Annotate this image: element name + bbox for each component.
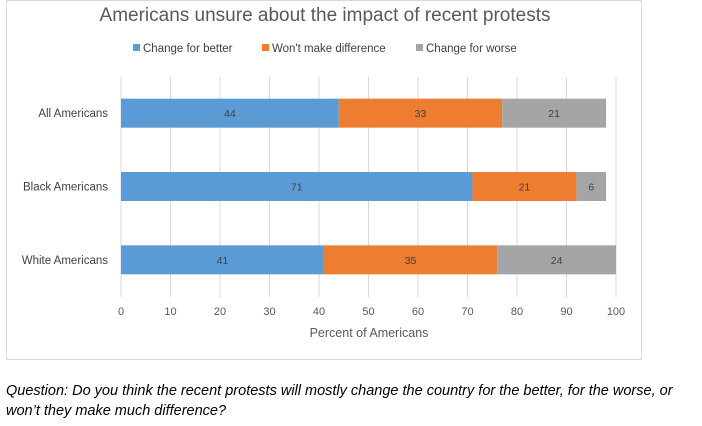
x-tick-label: 30 [263, 306, 275, 318]
bar-segment [338, 98, 503, 128]
legend: Change for better Won't make difference Ch… [133, 43, 517, 55]
legend-swatch [416, 44, 423, 51]
x-tick-label: 0 [118, 306, 124, 318]
x-tick-label: 50 [362, 306, 374, 318]
x-tick-label: 80 [511, 306, 523, 318]
bar-segment [472, 172, 577, 201]
category-label: Black Americans [23, 182, 108, 194]
data-label: 35 [405, 255, 417, 267]
category-labels: All Americans Black Americans White Americ… [22, 108, 109, 267]
bars: 44 33 21 71 21 6 41 35 24 [121, 98, 616, 275]
legend-swatch [133, 44, 140, 51]
data-label: 41 [217, 255, 229, 267]
legend-label: Won't make difference [272, 43, 386, 55]
legend-label: Change for better [143, 43, 233, 55]
x-tick-label: 40 [313, 306, 325, 318]
data-label: 6 [588, 182, 594, 194]
bar-segment [121, 245, 324, 275]
bar-segment [121, 98, 339, 128]
bar-segment [576, 172, 607, 201]
x-tick-label: 20 [214, 306, 226, 318]
legend-swatch [262, 44, 269, 51]
chart-title: Americans unsure about the impact of rec… [100, 5, 551, 26]
data-label: 21 [519, 182, 531, 194]
x-tick-labels: 0 10 20 30 40 50 60 70 80 90 100 [118, 306, 625, 318]
bar-segment [323, 245, 498, 275]
legend-label: Change for worse [426, 43, 517, 55]
x-tick-label: 10 [164, 306, 176, 318]
x-tick-label: 100 [607, 306, 625, 318]
bar-segment [121, 172, 473, 201]
category-label: All Americans [38, 108, 108, 120]
x-tick-label: 90 [560, 306, 572, 318]
chart-frame: Americans unsure about the impact of rec… [6, 0, 642, 360]
data-label: 33 [415, 108, 427, 120]
stacked-bar-chart: Americans unsure about the impact of rec… [22, 5, 625, 340]
bar-segment [497, 245, 616, 275]
category-label: White Americans [22, 255, 109, 267]
x-tick-label: 70 [461, 306, 473, 318]
x-tick-label: 60 [412, 306, 424, 318]
question-text: Question: Do you think the recent protes… [6, 383, 673, 419]
bar-segment [502, 98, 607, 128]
data-label: 21 [548, 108, 560, 120]
x-axis-title: Percent of Americans [310, 326, 429, 340]
data-label: 44 [224, 108, 236, 120]
data-label: 24 [551, 255, 563, 267]
data-label: 71 [291, 182, 303, 194]
